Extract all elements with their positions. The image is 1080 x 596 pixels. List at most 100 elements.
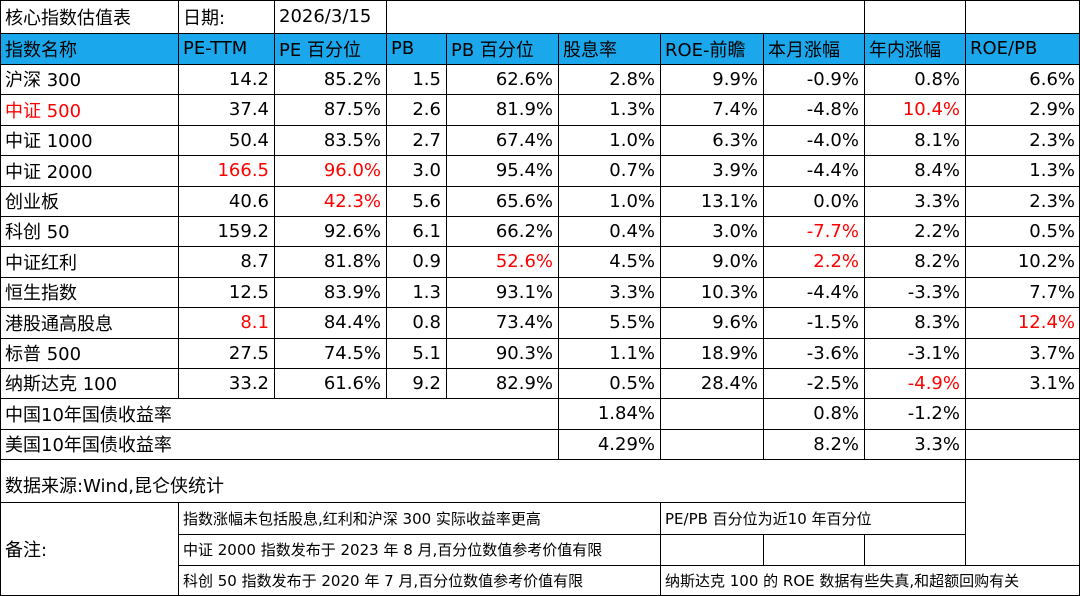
note-item-4: 科创 50 指数发布于 2020 年 7 月,百分位数值参考价值有限 (183, 572, 584, 590)
notes-label: 备注: (5, 540, 48, 561)
table-cell: 1.3% (1029, 160, 1075, 181)
grid-hline (178, 565, 1080, 566)
table-cell: 8.3% (914, 312, 960, 333)
table-cell: 93.1% (495, 281, 553, 303)
grid-hline (0, 33, 1080, 34)
table-cell: 3.9% (712, 160, 758, 181)
table-cell: 0.5% (609, 372, 655, 394)
table-cell: 166.5 (217, 160, 269, 181)
table-cell: 37.4 (228, 99, 269, 120)
column-header: PE 百分位 (279, 39, 361, 61)
index-name-cell: 纳斯达克 100 (5, 374, 118, 395)
grid-hline (0, 64, 1080, 65)
table-cell: 90.3% (495, 342, 553, 364)
table-cell: 84.4% (323, 312, 381, 333)
grid-vline (965, 398, 966, 459)
grid-hline (0, 246, 1080, 247)
grid-hline (0, 0, 1080, 1)
table-cell: -4.4% (806, 160, 859, 181)
table-cell: 73.4% (495, 312, 553, 333)
table-cell: 2.2% (914, 220, 960, 242)
index-name-cell: 港股通高股息 (5, 313, 113, 335)
index-name-cell: 中证 500 (5, 100, 82, 122)
table-cell: 8.7 (240, 251, 269, 272)
table-cell: 95.4% (495, 160, 553, 181)
table-cell: 1.0% (609, 129, 655, 151)
table-cell: 83.9% (323, 281, 381, 303)
table-cell: 83.5% (323, 129, 381, 151)
grid-hline (0, 338, 1080, 339)
table-cell: 1.1% (609, 342, 655, 364)
grid-vline (178, 0, 179, 33)
table-cell: 7.7% (1029, 281, 1075, 303)
note-item-2: PE/PB 百分位为近10 年百分位 (665, 509, 872, 528)
index-name-cell: 恒生指数 (5, 283, 77, 304)
grid-vline (386, 0, 387, 33)
column-header: PB (391, 38, 415, 59)
note-item-5: 纳斯达克 100 的 ROE 数据有些失真,和超额回购有关 (665, 572, 1020, 590)
table-cell: 9.9% (712, 68, 758, 90)
table-cell: 5.1 (412, 342, 441, 364)
table-cell: 0.0% (813, 190, 859, 212)
table-cell: 3.1% (1029, 372, 1075, 394)
table-cell: 0.8 (412, 312, 441, 333)
table-cell: 96.0% (323, 160, 381, 181)
grid-hline (0, 307, 1080, 308)
bond-yield: 4.29% (597, 433, 655, 455)
table-cell: -4.9% (907, 372, 960, 394)
bond-month-change: 8.2% (813, 433, 859, 455)
table-cell: 12.4% (1017, 312, 1075, 333)
grid-hline (0, 429, 1080, 430)
table-cell: 13.1% (700, 190, 758, 212)
table-cell: 0.8% (914, 68, 960, 90)
bond-label: 美国10年国债收益率 (5, 435, 172, 456)
table-cell: 3.0 (412, 160, 441, 181)
table-cell: 9.2 (412, 372, 441, 394)
table-cell: 8.1% (914, 129, 960, 151)
index-name-cell: 沪深 300 (5, 70, 82, 91)
grid-vline (0, 0, 1, 33)
table-cell: -4.8% (806, 99, 859, 120)
table-cell: 8.4% (914, 160, 960, 181)
table-cell: 6.6% (1029, 68, 1075, 90)
table-cell: 2.7 (412, 129, 441, 151)
table-cell: 5.5% (609, 312, 655, 333)
grid-hline (0, 502, 965, 503)
table-cell: 6.3% (712, 129, 758, 151)
column-header: ROE-前瞻 (665, 39, 746, 61)
table-cell: -4.0% (806, 129, 859, 151)
table-cell: 0.9 (412, 251, 441, 272)
table-cell: 82.9% (495, 372, 553, 394)
grid-vline (558, 33, 559, 398)
grid-vline (274, 0, 275, 33)
table-cell: 0.5% (1029, 220, 1075, 242)
table-cell: -7.7% (806, 220, 859, 242)
table-cell: 8.1 (240, 312, 269, 333)
table-cell: 14.2 (228, 68, 269, 90)
table-cell: 8.2% (914, 251, 960, 272)
grid-vline (965, 0, 966, 33)
table-cell: 0.7% (609, 160, 655, 181)
table-cell: 67.4% (495, 129, 553, 151)
column-header: PB 百分位 (451, 39, 534, 61)
table-cell: 9.6% (712, 312, 758, 333)
grid-vline (763, 398, 764, 459)
grid-vline (558, 398, 559, 459)
table-cell: -4.4% (806, 281, 859, 303)
table-cell: 62.6% (495, 68, 553, 90)
grid-vline (0, 398, 1, 459)
index-name-cell: 创业板 (5, 192, 59, 213)
column-header: PE-TTM (183, 38, 248, 59)
grid-vline (763, 534, 764, 565)
table-cell: 61.6% (323, 372, 381, 394)
table-cell: 85.2% (323, 68, 381, 90)
sheet-title: 核心指数估值表 (5, 7, 131, 29)
bond-month-change: 0.8% (813, 403, 859, 424)
table-cell: 0.4% (609, 220, 655, 242)
bond-ytd-change: -1.2% (907, 403, 960, 424)
grid-vline (864, 398, 865, 459)
table-cell: 27.5 (228, 342, 269, 364)
table-cell: 3.3% (914, 190, 960, 212)
table-cell: 10.2% (1017, 251, 1075, 272)
